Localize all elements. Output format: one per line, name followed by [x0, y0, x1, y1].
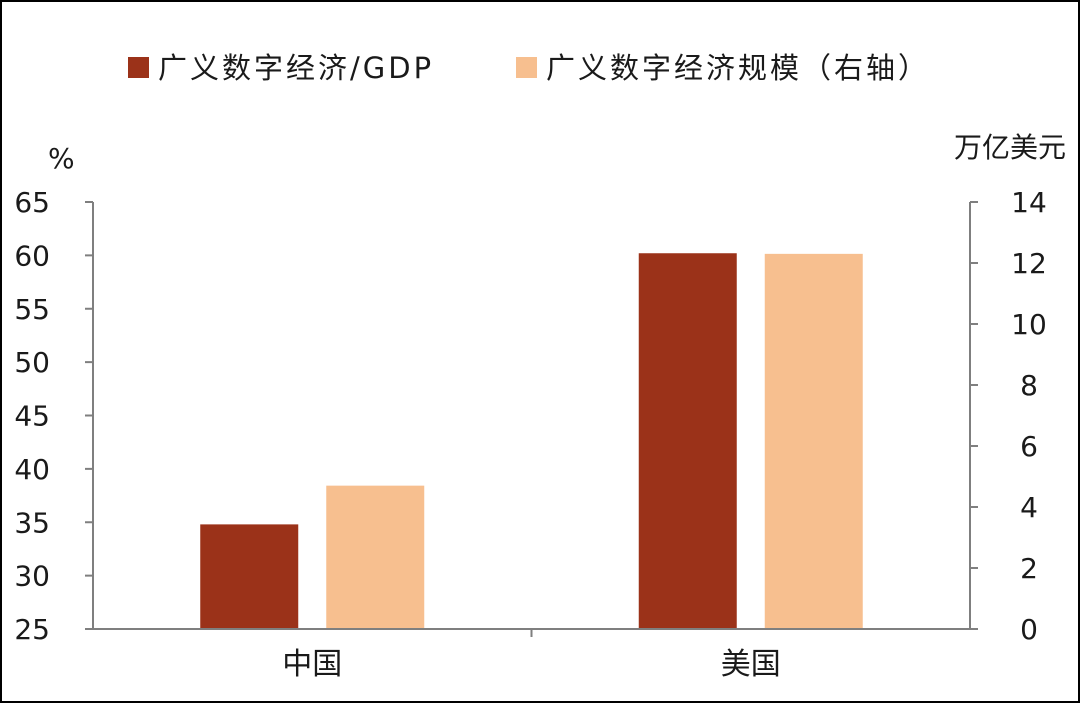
- legend: 广义数字经济/GDP 广义数字经济规模（右轴）: [128, 51, 930, 85]
- legend-label-scale: 广义数字经济规模（右轴）: [546, 51, 930, 85]
- legend-swatch-scale: [516, 57, 537, 78]
- right-tick-label: 2: [1020, 552, 1038, 585]
- category-label: 中国: [282, 647, 342, 682]
- left-tick-label: 30: [14, 560, 50, 593]
- legend-label-gdp-ratio: 广义数字经济/GDP: [158, 51, 434, 85]
- bar-scale-0: [326, 485, 425, 629]
- legend-swatch-gdp-ratio: [128, 57, 149, 78]
- left-tick-label: 55: [14, 293, 50, 326]
- right-tick-label: 10: [1011, 308, 1047, 341]
- left-axis-ticks: 25 30 35 40 45 50 55 60 65: [14, 186, 93, 646]
- right-tick-label: 8: [1020, 369, 1038, 402]
- left-tick-label: 35: [14, 506, 50, 539]
- left-tick-label: 60: [14, 239, 50, 272]
- right-axis-ticks: 0 2 4 6 8 10 12 14: [970, 186, 1047, 646]
- left-tick-label: 45: [14, 400, 50, 433]
- category-label: 美国: [721, 647, 781, 682]
- right-tick-label: 6: [1020, 430, 1038, 463]
- bar-gdp-ratio-1: [638, 253, 737, 630]
- left-tick-label: 40: [14, 453, 50, 486]
- right-tick-label: 14: [1011, 186, 1047, 219]
- bars-layer: [200, 253, 863, 630]
- right-tick-label: 0: [1020, 613, 1038, 646]
- left-tick-label: 50: [14, 346, 50, 379]
- right-tick-label: 12: [1011, 247, 1047, 280]
- right-tick-label: 4: [1020, 491, 1038, 524]
- category-labels: 中国 美国: [282, 647, 781, 682]
- left-tick-label: 65: [14, 186, 50, 219]
- left-tick-label: 25: [14, 613, 50, 646]
- bar-gdp-ratio-0: [200, 524, 299, 629]
- left-axis-unit: %: [48, 142, 75, 175]
- bar-scale-1: [764, 253, 863, 629]
- right-axis-unit: 万亿美元: [954, 131, 1066, 164]
